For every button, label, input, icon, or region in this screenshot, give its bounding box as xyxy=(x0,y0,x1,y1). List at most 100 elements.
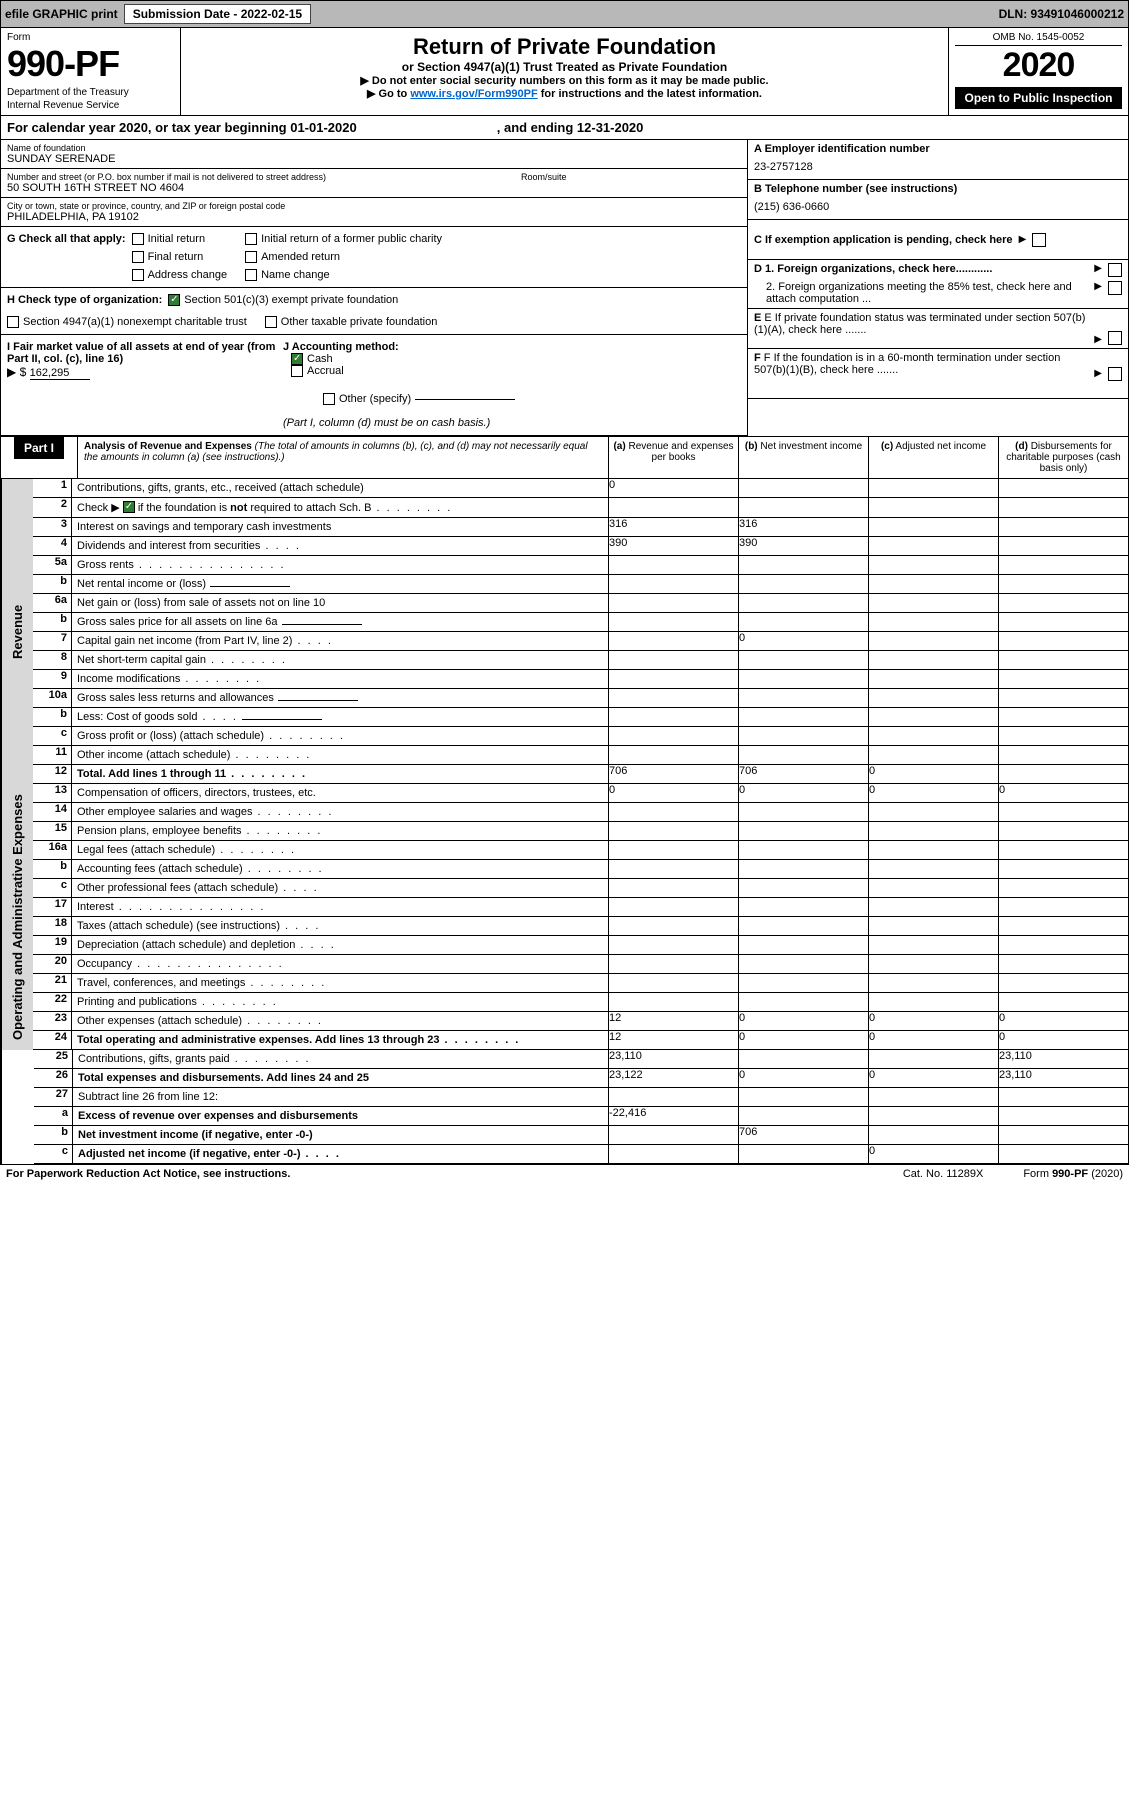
ck-namechange[interactable] xyxy=(245,269,257,281)
col-a xyxy=(608,727,738,745)
row-text: Net investment income (if negative, ente… xyxy=(72,1126,608,1144)
row-num: c xyxy=(33,879,71,897)
row-num: 5a xyxy=(33,556,71,574)
col-b xyxy=(738,974,868,992)
col-d xyxy=(998,974,1128,992)
ck-other-tax[interactable] xyxy=(265,316,277,328)
ck-initial[interactable] xyxy=(132,233,144,245)
col-b xyxy=(738,727,868,745)
col-a: 12 xyxy=(608,1012,738,1030)
col-d xyxy=(998,479,1128,497)
col-d xyxy=(998,708,1128,726)
row-text: Depreciation (attach schedule) and deple… xyxy=(71,936,608,954)
col-a: 0 xyxy=(608,784,738,802)
row-num: 9 xyxy=(33,670,71,688)
ck-501c3[interactable] xyxy=(168,294,180,306)
row-num: 10a xyxy=(33,689,71,707)
col-d: 0 xyxy=(998,1031,1128,1049)
g-check-row: G Check all that apply: Initial return F… xyxy=(1,227,747,288)
arrow-icon: ▶ xyxy=(1019,234,1027,245)
form-title: Return of Private Foundation xyxy=(187,34,942,60)
row-num: 6a xyxy=(33,594,71,612)
j-label: J Accounting method: xyxy=(283,341,399,353)
row-text: Net short-term capital gain xyxy=(71,651,608,669)
col-d xyxy=(998,1088,1128,1106)
ck-amended[interactable] xyxy=(245,251,257,263)
pra-notice: For Paperwork Reduction Act Notice, see … xyxy=(6,1168,290,1180)
irs-link[interactable]: www.irs.gov/Form990PF xyxy=(410,88,537,100)
col-a xyxy=(608,898,738,916)
row-text: Total expenses and disbursements. Add li… xyxy=(72,1069,608,1087)
tel-label: B Telephone number (see instructions) xyxy=(754,183,957,195)
row-text: Taxes (attach schedule) (see instruction… xyxy=(71,917,608,935)
e-label: E If private foundation status was termi… xyxy=(754,312,1085,336)
row-num: 13 xyxy=(33,784,71,802)
row-num: 19 xyxy=(33,936,71,954)
row-text: Total operating and administrative expen… xyxy=(71,1031,608,1049)
row-num: 16a xyxy=(33,841,71,859)
ck-c[interactable] xyxy=(1032,233,1046,247)
ck-4947[interactable] xyxy=(7,316,19,328)
col-a xyxy=(608,613,738,631)
ck-former[interactable] xyxy=(245,233,257,245)
ck-final[interactable] xyxy=(132,251,144,263)
ck-address[interactable] xyxy=(132,269,144,281)
open-to-public: Open to Public Inspection xyxy=(955,87,1122,109)
col-b xyxy=(738,898,868,916)
row-text: Gross rents xyxy=(71,556,608,574)
col-c xyxy=(868,1126,998,1144)
col-c: 0 xyxy=(868,1031,998,1049)
ck-d2[interactable] xyxy=(1108,281,1122,295)
col-c xyxy=(868,479,998,497)
col-a xyxy=(608,993,738,1011)
col-a: 706 xyxy=(608,765,738,783)
row-num: 11 xyxy=(33,746,71,764)
col-a xyxy=(608,594,738,612)
col-d: 0 xyxy=(998,1012,1128,1030)
ck-f[interactable] xyxy=(1108,367,1122,381)
row-num: b xyxy=(34,1126,72,1144)
ck-other-acct[interactable] xyxy=(323,393,335,405)
col-b xyxy=(738,594,868,612)
col-b: 0 xyxy=(738,1069,868,1087)
col-c xyxy=(868,689,998,707)
col-b xyxy=(738,1107,868,1125)
col-c xyxy=(868,518,998,536)
col-a xyxy=(608,651,738,669)
ck-e[interactable] xyxy=(1108,331,1122,345)
col-d xyxy=(998,1126,1128,1144)
col-a xyxy=(608,917,738,935)
col-a xyxy=(608,879,738,897)
addr-label: Number and street (or P.O. box number if… xyxy=(7,172,741,182)
summary-sidebar xyxy=(1,1050,34,1164)
row-text: Capital gain net income (from Part IV, l… xyxy=(71,632,608,650)
efile-label[interactable]: efile GRAPHIC print xyxy=(5,7,118,21)
row-text: Printing and publications xyxy=(71,993,608,1011)
col-d xyxy=(998,727,1128,745)
col-b: 0 xyxy=(738,632,868,650)
name-label: Name of foundation xyxy=(7,143,741,153)
col-a xyxy=(608,556,738,574)
col-a: 12 xyxy=(608,1031,738,1049)
ck-accrual[interactable] xyxy=(291,365,303,377)
row-num: 20 xyxy=(33,955,71,973)
col-b xyxy=(738,936,868,954)
row-text: Travel, conferences, and meetings xyxy=(71,974,608,992)
col-a: 316 xyxy=(608,518,738,536)
room-label: Room/suite xyxy=(521,172,567,182)
form-number: 990-PF xyxy=(7,43,174,85)
ck-d1[interactable] xyxy=(1108,263,1122,277)
row-num: 23 xyxy=(33,1012,71,1030)
city-label: City or town, state or province, country… xyxy=(7,201,741,211)
col-d xyxy=(998,632,1128,650)
form-header: Form 990-PF Department of the Treasury I… xyxy=(0,28,1129,116)
ck-cash[interactable] xyxy=(291,353,303,365)
col-b xyxy=(738,498,868,517)
col-b xyxy=(738,822,868,840)
col-c: 0 xyxy=(868,765,998,783)
row-text: Subtract line 26 from line 12: xyxy=(72,1088,608,1106)
col-a xyxy=(608,822,738,840)
row-num: 22 xyxy=(33,993,71,1011)
page-footer: For Paperwork Reduction Act Notice, see … xyxy=(0,1164,1129,1183)
col-c xyxy=(868,860,998,878)
